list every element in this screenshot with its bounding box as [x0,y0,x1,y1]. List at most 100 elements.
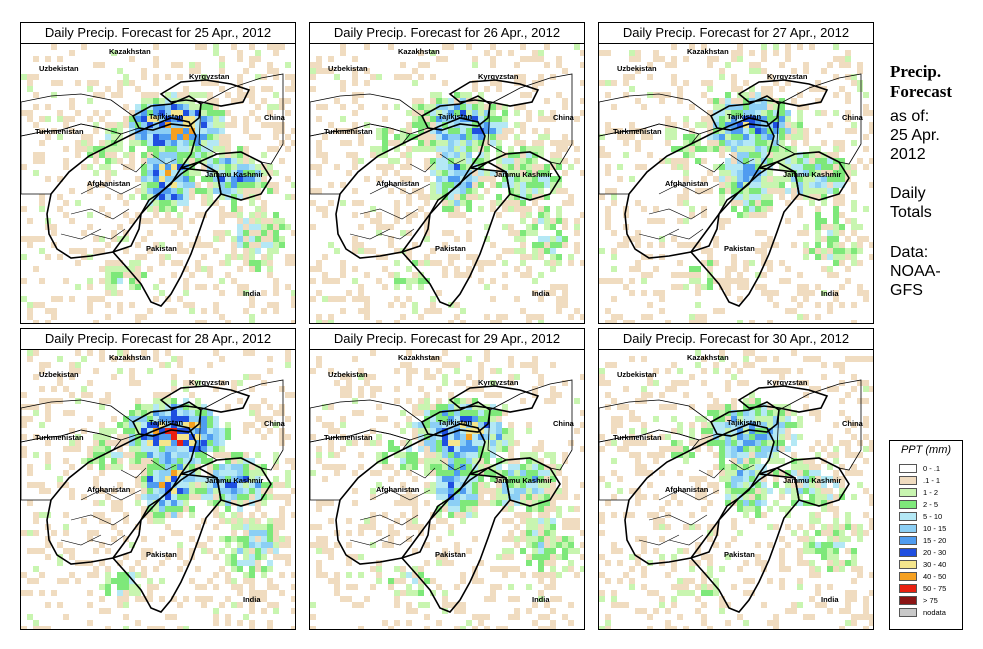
precip-cell [466,494,472,500]
precip-cell [135,314,141,320]
precip-cell [424,164,430,170]
precip-cell [316,290,322,296]
precip-cell [273,74,279,80]
precip-cell [701,146,707,152]
precip-cell [159,140,165,146]
precip-cell [839,158,845,164]
precip-cell [580,80,584,86]
precip-cell [27,500,33,506]
precip-cell [472,536,478,542]
precip-cell [93,566,99,572]
precip-cell [117,278,123,284]
precip-cell [334,578,340,584]
precip-cell [472,254,478,260]
country-label-uzbekistan: Uzbekistan [328,370,368,379]
precip-cell [683,446,689,452]
precip-cell [773,500,779,506]
precip-cell [388,158,394,164]
precip-cell [219,440,225,446]
precip-cell [635,488,641,494]
precip-cell [406,200,412,206]
precip-cell [496,422,502,428]
precip-cell [809,182,815,188]
precip-cell [189,272,195,278]
precip-cell [219,170,225,176]
precip-cell [562,98,568,104]
precip-cell [731,524,737,530]
precip-cell [39,422,45,428]
precip-cell [153,92,159,98]
precip-cell [424,404,430,410]
precip-cell [201,542,207,548]
precip-cell [839,368,845,374]
precip-cell [695,440,701,446]
precip-cell [695,134,701,140]
precip-cell [105,212,111,218]
precip-cell [448,458,454,464]
precip-cell [340,296,346,302]
precip-cell [695,362,701,368]
precip-cell [677,500,683,506]
precip-cell [508,518,514,524]
precip-cell [454,170,460,176]
precip-cell [183,86,189,92]
precip-cell [147,584,153,590]
precip-cell [526,92,532,98]
precip-cell [27,86,33,92]
precip-cell [502,434,508,440]
precip-cell [153,164,159,170]
precip-cell [310,164,316,170]
precip-cell [538,146,544,152]
precip-cell [478,260,484,266]
precip-cell [376,482,382,488]
precip-cell [448,362,454,368]
precip-cell [617,446,623,452]
precip-cell [364,176,370,182]
precip-cell [496,554,502,560]
precip-cell [406,518,412,524]
precip-cell [713,362,719,368]
precip-cell [430,422,436,428]
precip-cell [207,170,213,176]
precip-cell [237,170,243,176]
precip-cell [213,608,219,614]
country-border [198,73,284,165]
precip-cell [544,512,550,518]
precip-cell [207,500,213,506]
precip-cell [460,608,466,614]
precip-cell [105,272,111,278]
precip-cell [677,194,683,200]
precip-cell [815,110,821,116]
precip-cell [358,452,364,458]
precip-cell [219,182,225,188]
precip-cell [81,518,87,524]
precip-cell [141,122,147,128]
precip-cell [520,272,526,278]
precip-cell [737,488,743,494]
precip-cell [141,116,147,122]
precip-cell [189,422,195,428]
precip-cell [45,542,51,548]
precip-cell [376,254,382,260]
precip-cell [436,536,442,542]
precip-cell [629,290,635,296]
precip-cell [749,488,755,494]
precip-cell [177,158,183,164]
precip-cell [611,188,617,194]
precip-cell [261,566,267,572]
precip-cell [117,482,123,488]
precip-cell [424,392,430,398]
precip-cell [785,446,791,452]
precip-cell [580,260,584,266]
precip-cell [749,500,755,506]
precip-cell [785,416,791,422]
precip-cell [520,548,526,554]
precip-cell [490,200,496,206]
precip-cell [285,494,291,500]
precip-cell [508,146,514,152]
precip-cell [556,536,562,542]
precip-cell [352,296,358,302]
precip-cell [207,578,213,584]
precip-cell [261,200,267,206]
precip-cell [424,452,430,458]
